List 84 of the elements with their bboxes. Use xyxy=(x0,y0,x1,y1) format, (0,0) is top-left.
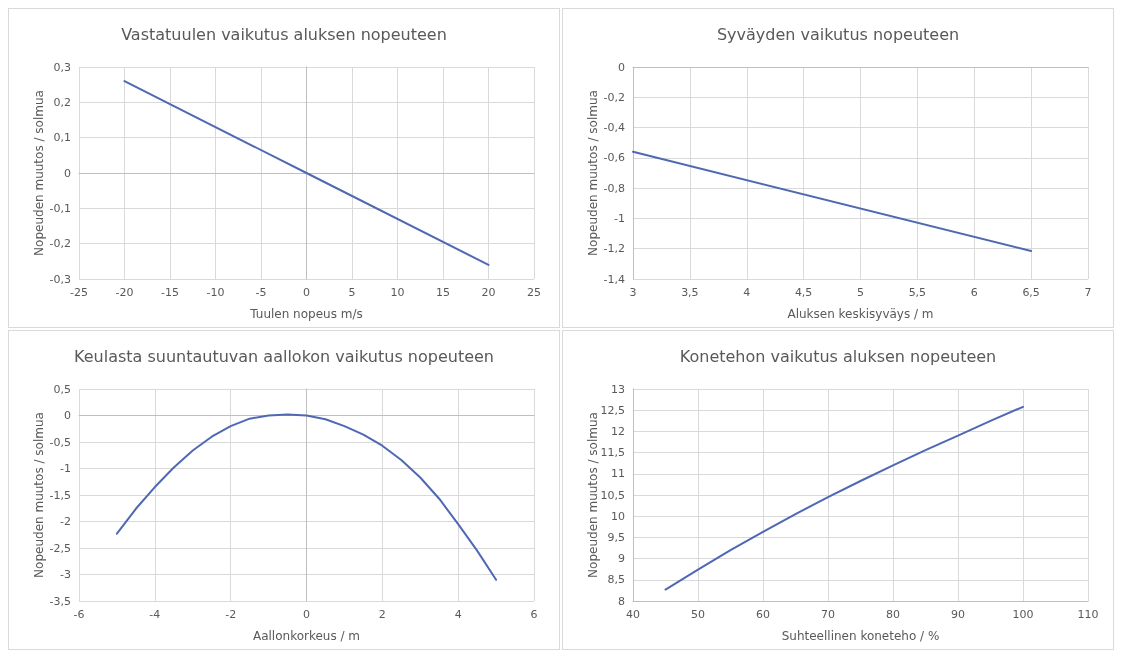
x-tick-label: 2 xyxy=(378,608,386,621)
y-axis-title: Nopeuden muutos / solmua xyxy=(586,412,600,578)
x-tick-label: 70 xyxy=(821,608,835,621)
x-tick-label: 50 xyxy=(691,608,705,621)
x-tick-label: 3 xyxy=(629,286,637,299)
x-tick-label: 3,5 xyxy=(681,286,699,299)
x-tick-label: -6 xyxy=(73,608,85,621)
y-tick-label: 0 xyxy=(64,409,71,422)
x-tick-label: 4 xyxy=(454,608,462,621)
y-tick-label: -0,5 xyxy=(49,435,71,449)
y-tick-label: -1,4 xyxy=(603,272,625,286)
y-tick-label: -1,2 xyxy=(603,242,625,256)
chart-title: Keulasta suuntautuvan aallokon vaikutus nopeuteen xyxy=(74,346,494,366)
y-tick-label: -0,4 xyxy=(603,121,625,135)
x-tick-label: 4 xyxy=(743,286,751,299)
y-tick-label: 11 xyxy=(611,467,625,481)
y-tick-label: 9,5 xyxy=(607,530,625,544)
y-tick-label: 9 xyxy=(618,552,625,566)
y-tick-label: 11,5 xyxy=(600,446,625,460)
x-tick-label: -5 xyxy=(255,286,267,299)
y-tick-label: 0 xyxy=(64,166,71,180)
y-axis-title: Nopeuden muutos / solmua xyxy=(32,90,46,256)
y-tick-label: -0,3 xyxy=(49,272,71,286)
y-tick-label: 0,1 xyxy=(53,131,71,145)
x-tick-label: 0 xyxy=(303,608,310,621)
y-tick-label: 12 xyxy=(611,424,625,438)
chart-title: Syväyden vaikutus nopeuteen xyxy=(716,24,960,44)
x-axis-title: Tuulen nopeus m/s xyxy=(249,307,363,321)
y-tick-label: 10,5 xyxy=(600,488,625,502)
x-tick-label: 0 xyxy=(303,286,310,299)
x-tick-label: 80 xyxy=(886,608,900,621)
y-tick-label: 8 xyxy=(618,594,625,608)
x-tick-label: 60 xyxy=(756,608,770,621)
y-tick-label: 13 xyxy=(611,382,625,396)
y-tick-label: -0,2 xyxy=(603,90,625,104)
chart-title: Vastatuulen vaikutus aluksen nopeuteen xyxy=(121,24,447,44)
x-tick-label: 10 xyxy=(390,286,405,299)
x-tick-label: 15 xyxy=(436,286,450,299)
x-axis-title: Suhteellinen koneteho / % xyxy=(781,629,940,643)
x-tick-label: 5 xyxy=(857,286,864,299)
x-tick-label: 20 xyxy=(481,286,496,299)
y-tick-label: -1,5 xyxy=(49,488,71,502)
x-tick-label: 40 xyxy=(626,608,640,621)
y-tick-label: -0,6 xyxy=(603,151,625,165)
y-tick-label: -1 xyxy=(614,211,625,225)
x-tick-label: 100 xyxy=(1012,608,1034,621)
y-tick-label: 0,3 xyxy=(53,60,71,74)
x-tick-label: -15 xyxy=(161,286,179,299)
y-tick-label: -0,2 xyxy=(49,237,71,251)
y-tick-label: 10 xyxy=(611,509,625,523)
x-tick-label: -2 xyxy=(225,608,237,621)
x-axis-title: Aluksen keskisyväys / m xyxy=(787,307,934,321)
y-tick-label: -3,5 xyxy=(49,594,71,608)
x-tick-label: 6 xyxy=(970,286,978,299)
y-tick-label: 0,5 xyxy=(53,382,71,396)
x-tick-label: 7 xyxy=(1084,286,1092,299)
y-tick-label: -3 xyxy=(60,568,71,581)
x-tick-label: 90 xyxy=(951,608,965,621)
x-tick-label: 4,5 xyxy=(794,286,813,299)
x-tick-label: -10 xyxy=(206,286,225,299)
y-axis-title: Nopeuden muutos / solmua xyxy=(32,412,46,578)
y-tick-label: 0,2 xyxy=(53,95,71,109)
x-tick-label: 110 xyxy=(1077,608,1099,621)
y-tick-label: -0,1 xyxy=(49,201,71,215)
x-tick-label: 25 xyxy=(527,286,541,299)
chart-title: Konetehon vaikutus aluksen nopeuteen xyxy=(679,346,997,366)
y-tick-label: -0,8 xyxy=(603,181,625,195)
y-tick-label: -1 xyxy=(60,462,71,475)
x-tick-label: 6 xyxy=(530,608,538,621)
y-axis-title: Nopeuden muutos / solmua xyxy=(586,90,600,256)
x-axis-title: Aallonkorkeus / m xyxy=(252,629,361,643)
x-tick-label: 5,5 xyxy=(908,286,927,299)
y-tick-label: -2 xyxy=(60,515,71,528)
line-series xyxy=(115,413,498,581)
x-tick-label: -4 xyxy=(149,608,161,621)
y-tick-label: 8,5 xyxy=(607,573,625,587)
y-tick-label: 0 xyxy=(618,60,625,74)
y-tick-label: 12,5 xyxy=(600,403,625,417)
x-tick-label: -20 xyxy=(115,286,134,299)
x-tick-label: -25 xyxy=(70,286,88,299)
line-series xyxy=(664,405,1024,591)
x-tick-label: 5 xyxy=(348,286,356,299)
x-tick-label: 6,5 xyxy=(1022,286,1040,299)
y-tick-label: -2,5 xyxy=(49,541,71,555)
